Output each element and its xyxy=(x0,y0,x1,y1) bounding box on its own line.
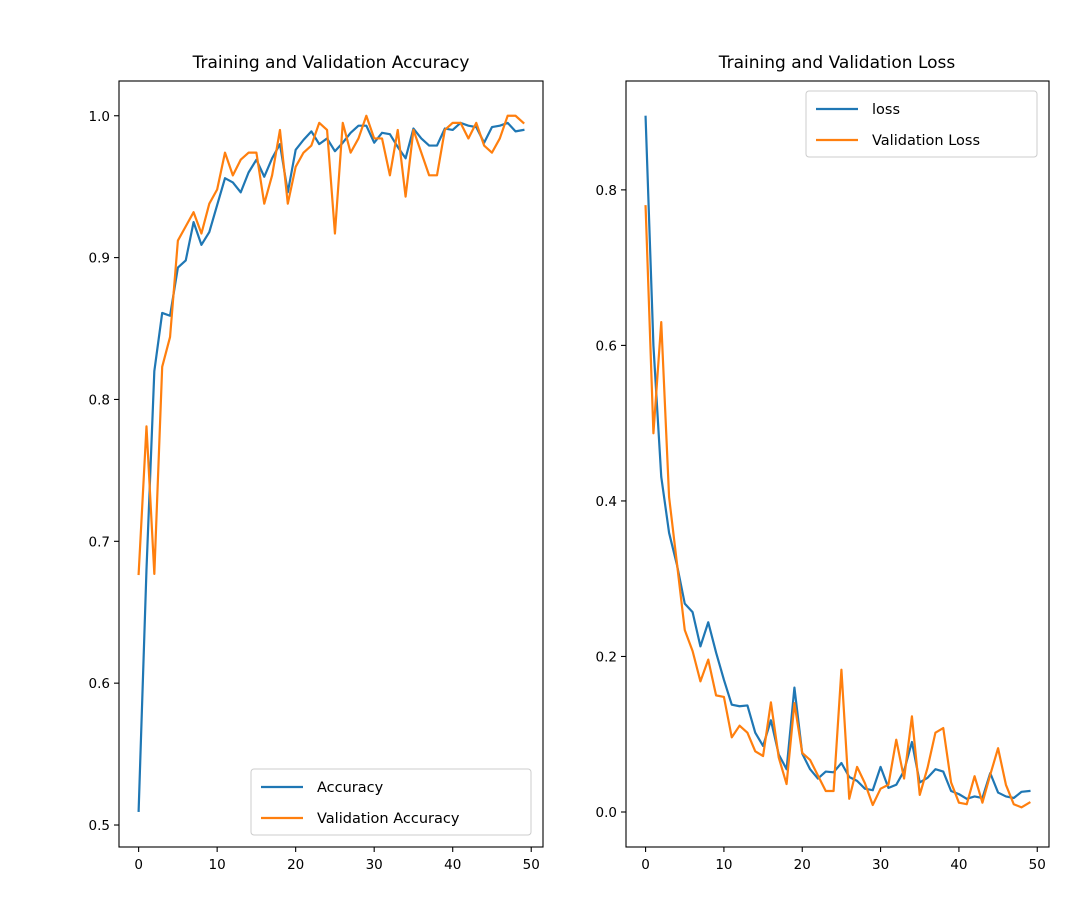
accuracy-legend-box xyxy=(250,768,532,836)
loss-chart: 0 10 20 30 40 50 0.0 0.2 0.4 0.6 0.8 loss Validation… xyxy=(596,53,1050,873)
accuracy-axes-frame xyxy=(118,80,544,848)
loss-x-tick-label: 0 xyxy=(641,857,650,873)
accuracy-x-tick-label: 0 xyxy=(134,857,143,873)
accuracy-x-tick-label: 30 xyxy=(366,857,383,873)
loss-chart-title: Training and Validation Loss xyxy=(718,53,956,73)
accuracy-x-tick-label: 40 xyxy=(444,857,461,873)
loss-legend-box xyxy=(805,90,1038,158)
accuracy-legend-label-training: Accuracy xyxy=(317,780,384,796)
accuracy-y-tick-label: 1.0 xyxy=(89,109,110,125)
loss-x-tick-label: 20 xyxy=(794,857,811,873)
loss-legend-label-validation: Validation Loss xyxy=(872,133,980,149)
loss-y-tick-label: 0.0 xyxy=(596,805,617,821)
accuracy-y-tick-label: 0.8 xyxy=(89,392,110,408)
loss-legend: loss Validation Loss xyxy=(805,90,1038,158)
accuracy-x-tick-label: 10 xyxy=(209,857,226,873)
loss-y-tick-label: 0.2 xyxy=(596,649,617,665)
loss-x-tick-label: 50 xyxy=(1029,857,1046,873)
loss-y-tick-label: 0.6 xyxy=(596,338,617,354)
accuracy-y-tick-label: 0.7 xyxy=(89,534,110,550)
accuracy-legend: Accuracy Validation Accuracy xyxy=(250,768,532,836)
loss-x-tick-label: 40 xyxy=(950,857,967,873)
accuracy-chart-title: Training and Validation Accuracy xyxy=(192,53,470,73)
loss-x-tick-label: 10 xyxy=(715,857,732,873)
accuracy-series-validation-line xyxy=(137,114,525,576)
accuracy-y-tick-label: 0.5 xyxy=(89,818,110,834)
loss-x-tick-label: 30 xyxy=(872,857,889,873)
accuracy-x-tick-label: 50 xyxy=(523,857,540,873)
loss-axes-frame xyxy=(625,80,1050,848)
accuracy-legend-label-validation: Validation Accuracy xyxy=(317,811,460,827)
accuracy-chart: 0 10 20 30 40 50 0.5 0.6 0.7 0.8 0.9 1.0 Accuracy Val… xyxy=(89,53,544,873)
loss-legend-label-training: loss xyxy=(872,102,900,118)
accuracy-y-tick-label: 0.9 xyxy=(89,251,110,267)
accuracy-series-training-line xyxy=(137,121,525,812)
loss-series-validation-line xyxy=(644,205,1031,809)
loss-y-tick-label: 0.4 xyxy=(596,494,617,510)
accuracy-x-tick-label: 20 xyxy=(287,857,304,873)
accuracy-y-tick-label: 0.6 xyxy=(89,676,110,692)
loss-y-tick-label: 0.8 xyxy=(596,183,617,199)
loss-series-training-line xyxy=(644,115,1031,800)
